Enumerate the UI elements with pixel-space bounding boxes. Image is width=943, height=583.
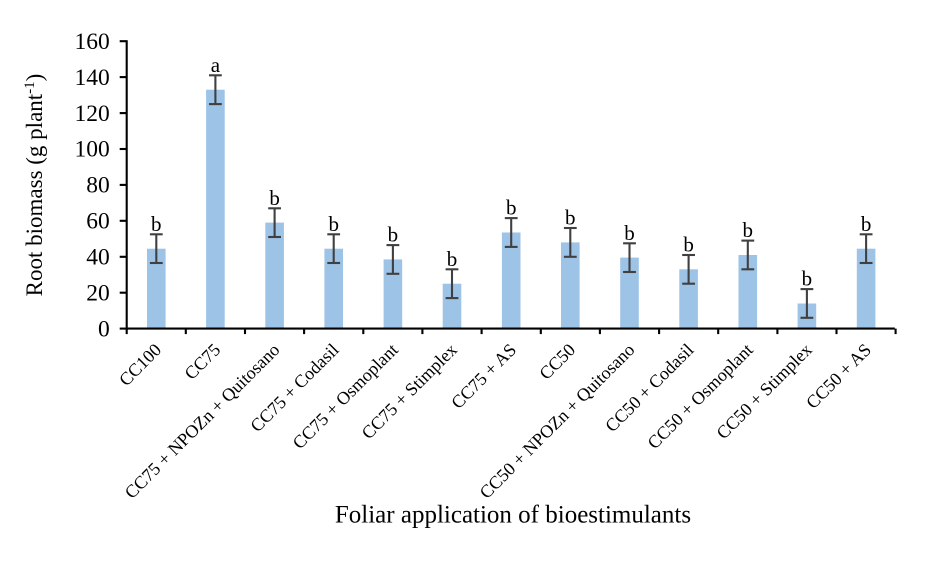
svg-text:60: 60 [86,209,110,235]
svg-text:b: b [683,233,694,257]
svg-text:100: 100 [74,137,109,163]
svg-text:b: b [802,267,813,291]
svg-text:b: b [447,247,458,271]
svg-text:140: 140 [74,65,109,91]
svg-text:b: b [565,206,576,230]
svg-text:40: 40 [86,244,110,270]
svg-text:b: b [388,223,399,247]
svg-text:b: b [269,186,280,210]
svg-text:b: b [328,212,339,236]
svg-text:b: b [506,196,517,220]
svg-text:160: 160 [74,29,109,55]
svg-text:b: b [861,212,872,236]
svg-text:a: a [211,53,221,77]
svg-text:Root biomass (g plant-1): Root biomass (g plant-1) [22,74,47,297]
svg-text:b: b [743,218,754,242]
svg-text:b: b [151,212,162,236]
svg-text:120: 120 [74,101,109,127]
svg-text:b: b [624,221,635,245]
svg-text:80: 80 [86,173,110,199]
svg-text:20: 20 [86,280,110,306]
svg-text:Foliar application of bioestim: Foliar application of bioestimulants [335,502,691,529]
svg-text:0: 0 [98,316,110,342]
